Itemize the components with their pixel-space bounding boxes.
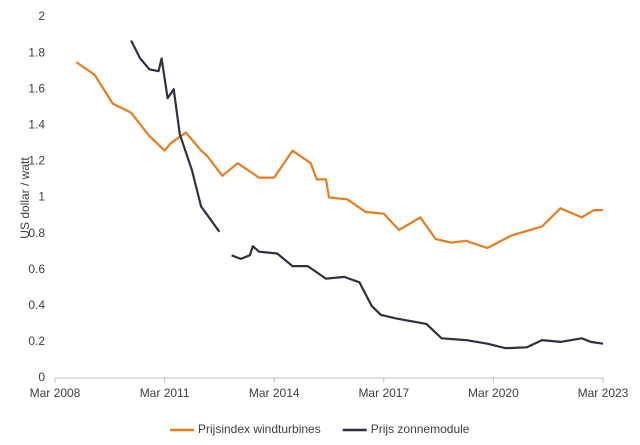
x-tick-label: Mar 2008 <box>30 386 81 400</box>
series-line <box>75 61 603 250</box>
y-tick-label: 0 <box>38 370 45 384</box>
y-axis-label: US dollar / watt <box>18 157 32 239</box>
y-tick-label: 1.6 <box>28 81 45 95</box>
y-tick-label: 1 <box>38 190 45 204</box>
y-tick-label: 1.4 <box>28 117 45 131</box>
y-tick-label: 2 <box>38 9 45 23</box>
x-tick-label: Mar 2011 <box>140 386 190 400</box>
y-tick-label: 1.8 <box>28 45 45 59</box>
x-tick-label: Mar 2017 <box>358 386 409 400</box>
y-tick-label: 0.4 <box>28 298 45 312</box>
x-tick-label: Mar 2014 <box>249 386 300 400</box>
x-tick-label: Mar 2023 <box>578 386 629 400</box>
y-tick-label: 0.2 <box>28 334 45 348</box>
y-tick-label: 0.8 <box>28 226 45 240</box>
legend-label: Prijs zonnemodule <box>371 422 470 436</box>
x-tick-label: Mar 2020 <box>468 386 519 400</box>
y-tick-label: 1.2 <box>28 154 45 168</box>
legend-label: Prijsindex windturbines <box>198 422 321 436</box>
y-tick-label: 0.6 <box>28 262 45 276</box>
series-line <box>130 40 604 350</box>
